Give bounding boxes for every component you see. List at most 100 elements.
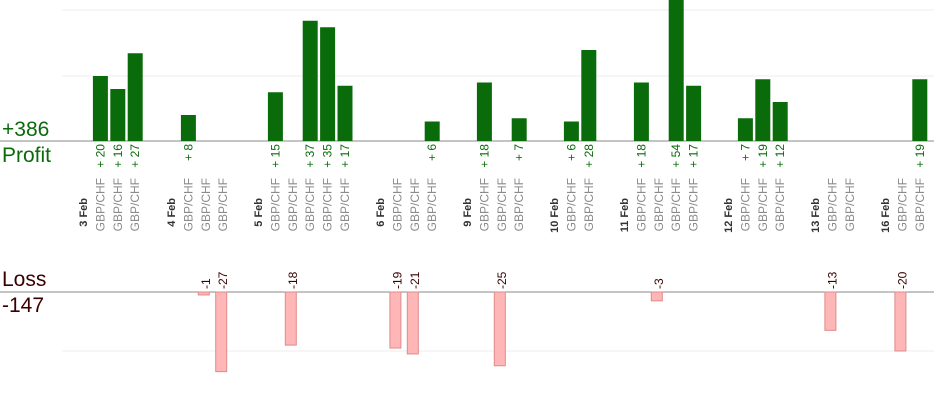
profit-bar — [476, 82, 492, 141]
profit-bar — [912, 79, 928, 141]
profit-value-label: + 19 — [756, 144, 770, 168]
loss-value-label: -19 — [390, 271, 404, 289]
instrument-label: GBP/CHF — [181, 178, 195, 231]
profit-value-label: + 12 — [773, 144, 787, 168]
loss-value-label: -27 — [216, 271, 230, 289]
loss-bar — [894, 291, 907, 352]
instrument-label: GBP/CHF — [652, 178, 666, 231]
instrument-label: GBP/CHF — [216, 178, 230, 231]
instrument-label: GBP/CHF — [303, 178, 317, 231]
instrument-label: GBP/CHF — [477, 178, 491, 231]
profit-value-label: + 18 — [634, 144, 648, 168]
instrument-label: GBP/CHF — [564, 178, 578, 231]
profit-bar — [737, 118, 753, 141]
profit-value-label: + 7 — [512, 144, 526, 161]
profit-value-label: + 7 — [738, 144, 752, 161]
profit-bar — [755, 79, 771, 141]
loss-bar — [284, 291, 297, 346]
profit-total: +386 — [2, 118, 50, 141]
profit-bar — [424, 121, 440, 141]
loss-value-label: -25 — [495, 271, 509, 289]
instrument-label: GBP/CHF — [199, 178, 213, 231]
date-label: 6 Feb — [375, 198, 387, 227]
instrument-label: GBP/CHF — [321, 178, 335, 231]
instrument-label: GBP/CHF — [843, 178, 857, 231]
profit-bar — [267, 92, 283, 141]
profit-value-label: + 28 — [582, 144, 596, 168]
profit-bar — [686, 85, 702, 141]
loss-bar — [197, 291, 210, 296]
instrument-label: GBP/CHF — [687, 178, 701, 231]
profit-value-label: + 18 — [477, 144, 491, 168]
loss-bar — [493, 291, 506, 367]
profit-value-label: + 6 — [425, 144, 439, 161]
instrument-label: GBP/CHF — [128, 178, 142, 231]
instrument-label: GBP/CHF — [93, 178, 107, 231]
loss-value-label: -18 — [286, 271, 300, 289]
profit-value-label: + 19 — [913, 144, 927, 168]
profit-bar — [110, 89, 126, 141]
date-label: 13 Feb — [810, 198, 822, 233]
loss-value-label: -3 — [652, 278, 666, 289]
loss-value-label: -1 — [199, 278, 213, 289]
date-label: 11 Feb — [619, 198, 631, 233]
instrument-label: GBP/CHF — [669, 178, 683, 231]
loss-value-label: -13 — [825, 271, 839, 289]
profit-bar — [127, 53, 143, 141]
profit-value-label: + 15 — [268, 144, 282, 168]
instrument-label: GBP/CHF — [268, 178, 282, 231]
instrument-label: GBP/CHF — [913, 178, 927, 231]
loss-value-label: -20 — [895, 271, 909, 289]
instrument-label: GBP/CHF — [582, 178, 596, 231]
profit-value-label: + 27 — [128, 144, 142, 168]
date-label: 5 Feb — [253, 198, 265, 227]
date-label: 3 Feb — [78, 198, 90, 227]
instrument-label: GBP/CHF — [338, 178, 352, 231]
profit-value-label: + 17 — [338, 144, 352, 168]
loss-bar — [650, 291, 663, 302]
instrument-label: GBP/CHF — [825, 178, 839, 231]
loss-bar — [824, 291, 837, 331]
profit-bar — [772, 102, 788, 141]
profit-value-label: + 54 — [669, 144, 683, 168]
profit-bar — [302, 20, 318, 141]
date-label: 16 Feb — [880, 198, 892, 233]
profit-bar — [668, 0, 684, 141]
instrument-label: GBP/CHF — [634, 178, 648, 231]
date-label: 12 Feb — [723, 198, 735, 233]
instrument-label: GBP/CHF — [773, 178, 787, 231]
profit-label: Profit — [2, 144, 52, 167]
instrument-label: GBP/CHF — [111, 178, 125, 231]
instrument-label: GBP/CHF — [495, 178, 509, 231]
profit-value-label: + 17 — [687, 144, 701, 168]
profit-value-label: + 37 — [303, 144, 317, 168]
instrument-label: GBP/CHF — [738, 178, 752, 231]
instrument-label: GBP/CHF — [512, 178, 526, 231]
instrument-label: GBP/CHF — [895, 178, 909, 231]
profit-bar — [563, 121, 579, 141]
instrument-label: GBP/CHF — [756, 178, 770, 231]
profit-bar — [180, 115, 196, 141]
instrument-label: GBP/CHF — [390, 178, 404, 231]
loss-bar — [406, 291, 419, 355]
profit-bar — [92, 76, 108, 141]
instrument-label: GBP/CHF — [286, 178, 300, 231]
profit-value-label: + 8 — [181, 144, 195, 161]
profit-bar — [581, 50, 597, 141]
instrument-label: GBP/CHF — [408, 178, 422, 231]
loss-label: Loss — [2, 268, 47, 291]
profit-value-label: + 20 — [93, 144, 107, 168]
profit-value-label: + 16 — [111, 144, 125, 168]
loss-bar — [389, 291, 402, 349]
profit-bar — [320, 27, 336, 141]
loss-total: -147 — [2, 294, 45, 317]
instrument-label: GBP/CHF — [425, 178, 439, 231]
profit-bar — [633, 82, 649, 141]
profit-value-label: + 35 — [321, 144, 335, 168]
date-label: 9 Feb — [462, 198, 474, 227]
loss-value-label: -21 — [408, 271, 422, 289]
profit-bar — [511, 118, 527, 141]
profit-value-label: + 6 — [564, 144, 578, 161]
date-label: 10 Feb — [549, 198, 561, 233]
